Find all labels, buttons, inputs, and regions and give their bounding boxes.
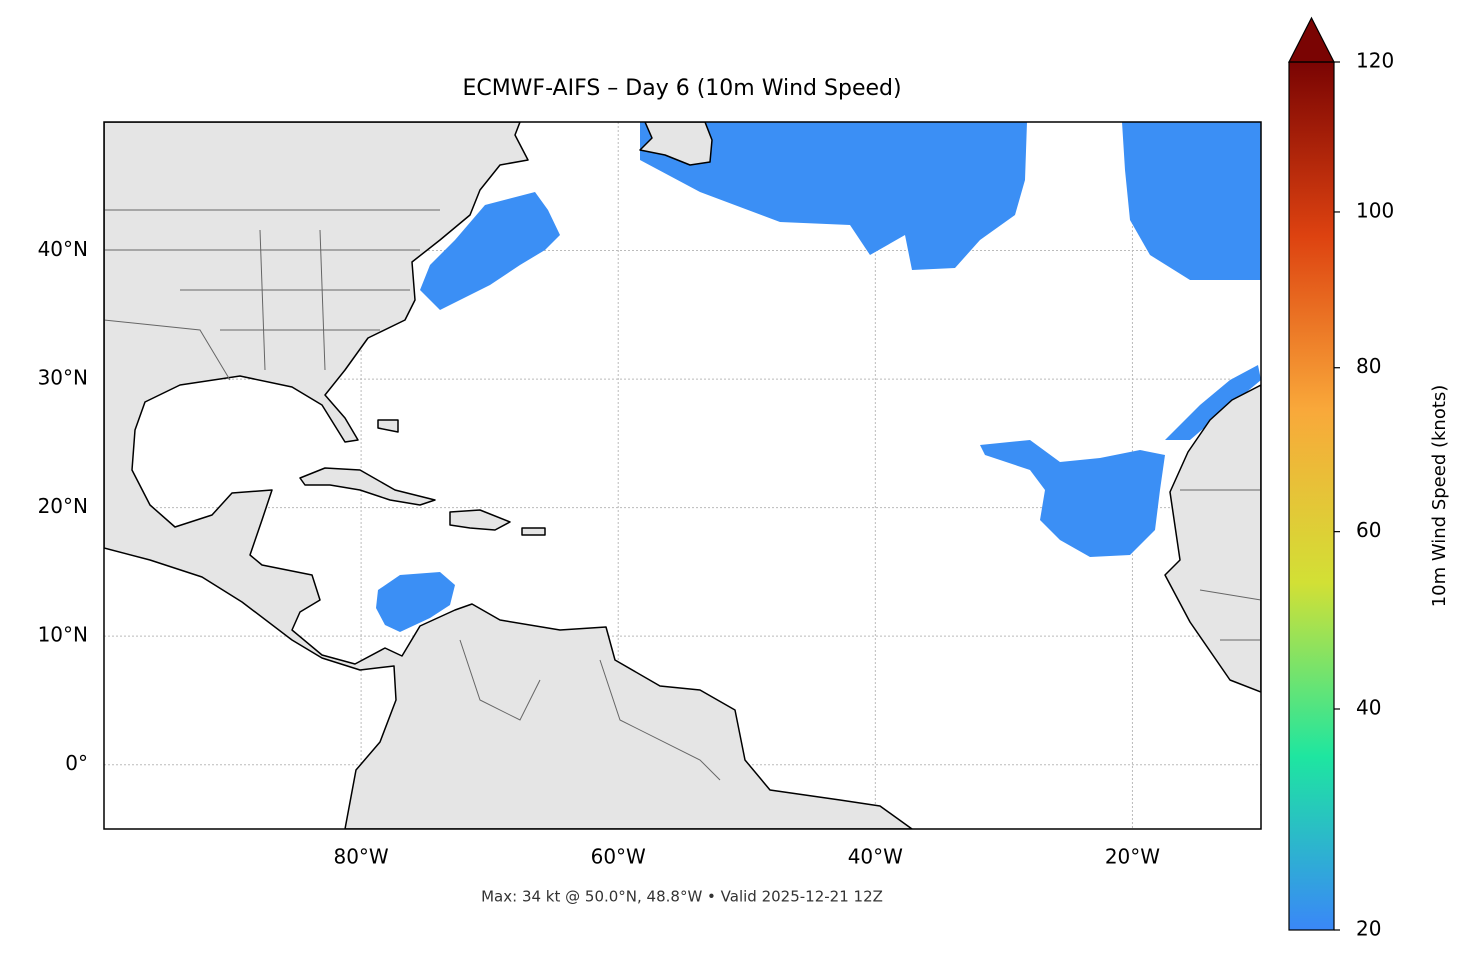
wind-field [376, 572, 455, 632]
land [639, 122, 713, 166]
map-frame [103, 121, 1262, 830]
wind-field [420, 192, 560, 310]
colorbar-tick-label: 100 [1356, 198, 1394, 222]
land [1164, 384, 1261, 693]
y-tick-label: 30°N [38, 366, 88, 390]
wind-field [640, 122, 1027, 270]
title: ECMWF-AIFS – Day 6 (10m Wind Speed) [462, 76, 901, 101]
borders [104, 209, 1261, 781]
wind-field [1122, 122, 1261, 280]
x-tick-label: 40°W [848, 845, 903, 869]
colorbar-tick-label: 20 [1356, 917, 1381, 941]
colorbar-tick-label: 40 [1356, 695, 1381, 719]
colorbar-tick-label: 80 [1356, 354, 1381, 378]
y-tick-label: 20°N [38, 494, 88, 518]
x-tick-label: 80°W [333, 845, 388, 869]
land [299, 467, 436, 506]
colorbar: 20 40 60 80 100 120 [1288, 16, 1394, 941]
y-tick-label: 10°N [38, 623, 88, 647]
colorbar-fill [1289, 62, 1334, 930]
y-tick-label: 40°N [38, 237, 88, 261]
wind-field [980, 440, 1165, 557]
land [377, 419, 546, 536]
y-tick-label: 0° [65, 751, 88, 775]
colorbar-frame [1288, 61, 1335, 931]
x-tick-label: 60°W [591, 845, 646, 869]
land [104, 122, 913, 829]
wind-field [1165, 365, 1261, 440]
colorbar-tick-label: 120 [1356, 49, 1394, 73]
footer: Max: 34 kt @ 50.0°N, 48.8°W • Valid 2025… [481, 888, 883, 906]
map-layers [104, 122, 1261, 829]
x-tick-label: 20°W [1105, 845, 1160, 869]
colorbar-label: 10m Wind Speed (knots) [1429, 385, 1450, 608]
colorbar-tick-label: 60 [1356, 518, 1381, 542]
colorbar-extend [1288, 16, 1335, 63]
